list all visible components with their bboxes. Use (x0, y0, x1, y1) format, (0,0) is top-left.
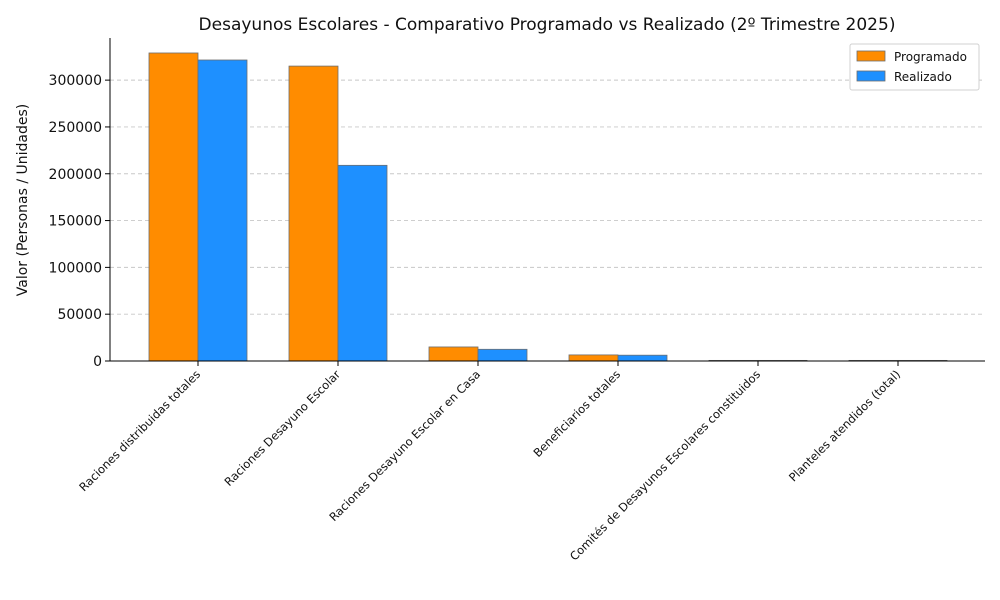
legend-label-programado: Programado (894, 50, 967, 64)
bars (148, 52, 948, 362)
y-tick-label: 150000 (49, 214, 102, 230)
legend-swatch-realizado (856, 70, 886, 82)
legend-label-realizado: Realizado (894, 70, 952, 84)
y-tick-label: 100000 (49, 260, 102, 276)
x-tick-label: Beneficiarios totales (530, 367, 623, 460)
x-tick-label: Raciones Desayuno Escolar en Casa (326, 367, 483, 524)
grid-lines (110, 79, 985, 315)
x-tick-label: Raciones Desayuno Escolar (222, 367, 344, 489)
y-ticks: 0 50000 100000 150000 200000 250000 300000 (49, 73, 110, 370)
x-tick-label: Planteles atendidos (total) (786, 367, 903, 484)
y-axis-label: Valor (Personas / Unidades) (15, 104, 31, 296)
axes (109, 38, 985, 362)
bar-realizado-1 (337, 164, 388, 362)
y-tick-label: 200000 (49, 167, 102, 183)
x-tick-label: Raciones distribuidas totales (76, 367, 203, 494)
bar-programado-2 (428, 346, 479, 362)
x-ticks: Raciones distribuidas totales Raciones De… (76, 361, 903, 563)
y-tick-label: 50000 (57, 307, 102, 323)
bar-programado-0 (148, 52, 199, 362)
legend: Programado Realizado (849, 43, 980, 91)
y-tick-label: 300000 (49, 73, 102, 89)
y-tick-label: 0 (93, 354, 102, 370)
y-tick-label: 250000 (49, 120, 102, 136)
bar-realizado-2 (477, 348, 528, 362)
legend-swatch-programado (856, 50, 886, 62)
bar-realizado-3 (617, 354, 668, 362)
bar-programado-3 (568, 354, 619, 362)
chart-title: Desayunos Escolares - Comparativo Progra… (199, 15, 896, 35)
bar-realizado-0 (197, 59, 248, 362)
bar-programado-1 (288, 65, 339, 362)
